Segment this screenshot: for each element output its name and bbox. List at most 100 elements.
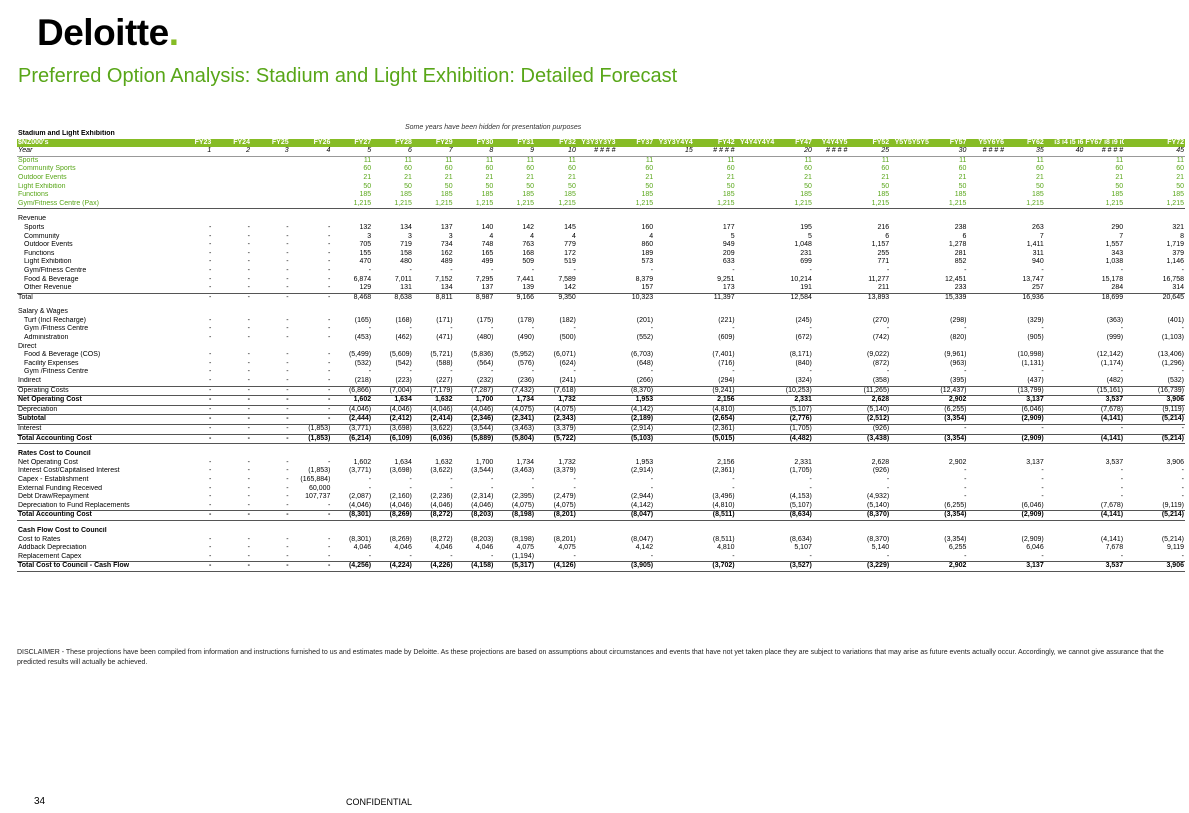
value-cell	[813, 250, 849, 259]
value-cell	[890, 561, 930, 572]
value-cell	[890, 493, 930, 502]
value-cell: -	[409, 475, 412, 483]
value-cell: 60	[485, 165, 494, 173]
table-row: Debt Draw/Repayment - - - 107,737 (2,087) (2,1…	[17, 493, 1185, 502]
value-cell	[654, 561, 694, 572]
value-cell: -	[250, 284, 290, 294]
value-cell: 1,632	[412, 395, 454, 406]
value-cell: 1,734	[494, 395, 536, 406]
value-cell: 1,038	[1105, 258, 1124, 266]
value-cell: (2,512)	[848, 414, 891, 425]
value-cell: -	[573, 266, 576, 274]
value-cell: 263	[1032, 223, 1044, 231]
value-cell: -	[535, 552, 577, 563]
value-cell: 1,157	[871, 241, 890, 249]
value-cell: -	[250, 552, 290, 563]
value-cell	[890, 434, 930, 445]
value-cell	[967, 351, 1005, 360]
value-cell: 4,075	[516, 544, 535, 552]
value-cell: (4,075)	[494, 405, 536, 416]
value-cell: (5,140)	[848, 405, 891, 416]
value-cell: 4,142	[635, 544, 654, 552]
value-cell	[735, 377, 776, 387]
value-cell: (490)	[517, 334, 535, 342]
value-cell	[576, 510, 617, 521]
value-cell: 11	[486, 156, 494, 164]
value-cell	[1045, 191, 1085, 200]
value-cell: 7,152	[435, 275, 453, 283]
value-cell: 129	[331, 284, 373, 294]
row-label: Subtotal	[17, 414, 174, 425]
value-cell	[967, 258, 1005, 267]
value-cell: (10,253)	[775, 386, 813, 397]
value-cell: -	[212, 561, 251, 572]
value-cell: 20	[775, 147, 813, 157]
value-cell	[967, 476, 1005, 485]
value-cell: 343	[1111, 249, 1124, 257]
value-cell: -	[208, 249, 212, 257]
value-cell: (4,046)	[372, 501, 413, 512]
value-cell	[735, 395, 776, 406]
value-cell	[654, 434, 694, 445]
value-cell	[654, 191, 694, 200]
value-cell: # # # #	[812, 147, 849, 157]
value-cell: (2,361)	[712, 467, 735, 475]
value-cell: -	[328, 316, 331, 324]
value-cell	[654, 552, 694, 563]
value-cell: (4,126)	[535, 561, 577, 572]
value-cell: -	[247, 458, 250, 466]
value-cell	[967, 284, 1006, 294]
value-cell: (4,141)	[1100, 535, 1124, 543]
header-cell: FY62	[1005, 138, 1045, 148]
value-cell: -	[250, 386, 290, 397]
value-cell	[1044, 424, 1085, 435]
value-cell: 21	[363, 173, 372, 181]
value-cell: -	[286, 359, 289, 367]
value-cell: (4,046)	[331, 501, 373, 512]
value-cell: 231	[800, 249, 812, 257]
value-cell: 748	[481, 241, 494, 249]
value-cell: 21	[444, 173, 453, 181]
value-cell: 4,046	[435, 544, 453, 552]
value-cell: (2,346)	[453, 414, 495, 425]
value-cell: 470	[359, 258, 372, 266]
value-cell	[735, 424, 776, 435]
value-cell: -	[573, 484, 576, 492]
value-cell: -	[328, 458, 331, 466]
value-cell: 12,584	[790, 293, 812, 301]
value-cell	[654, 293, 694, 302]
value-cell: (1,705)	[775, 424, 813, 435]
value-cell: (6,036)	[412, 434, 454, 445]
value-cell: (3,622)	[430, 467, 453, 475]
value-cell	[967, 156, 1005, 165]
value-cell	[813, 224, 849, 233]
value-cell: -	[208, 223, 212, 231]
value-cell	[290, 156, 332, 165]
value-cell	[735, 414, 776, 425]
value-cell: (8,171)	[789, 351, 812, 359]
value-cell: -	[573, 475, 576, 483]
value-cell: 15,339	[945, 293, 967, 301]
table-row: Depreciation - - - - (4,046) (4,046) (4,046) (4,…	[17, 405, 1185, 416]
value-cell: (2,479)	[553, 493, 576, 501]
value-cell	[654, 501, 694, 512]
value-cell	[1045, 544, 1085, 553]
value-cell	[735, 434, 776, 445]
value-cell: 8,811	[435, 293, 453, 301]
value-cell	[736, 267, 776, 276]
value-cell: -	[1041, 325, 1044, 333]
value-cell	[654, 165, 694, 174]
value-cell: -	[208, 359, 212, 367]
header-cell: i3 i4 i5 i6	[1044, 138, 1085, 148]
row-label: Capex - Establishment	[18, 475, 89, 483]
section-label: Cash Flow Cost to Council	[18, 526, 107, 534]
header-cell: FY32	[535, 138, 577, 148]
value-cell	[654, 241, 694, 250]
value-cell	[577, 258, 617, 267]
value-cell	[654, 199, 694, 210]
value-cell	[1045, 325, 1085, 334]
value-cell: (5,214)	[1161, 535, 1184, 543]
value-cell	[577, 476, 617, 485]
value-cell: -	[286, 241, 289, 249]
value-cell: 185	[641, 191, 654, 199]
